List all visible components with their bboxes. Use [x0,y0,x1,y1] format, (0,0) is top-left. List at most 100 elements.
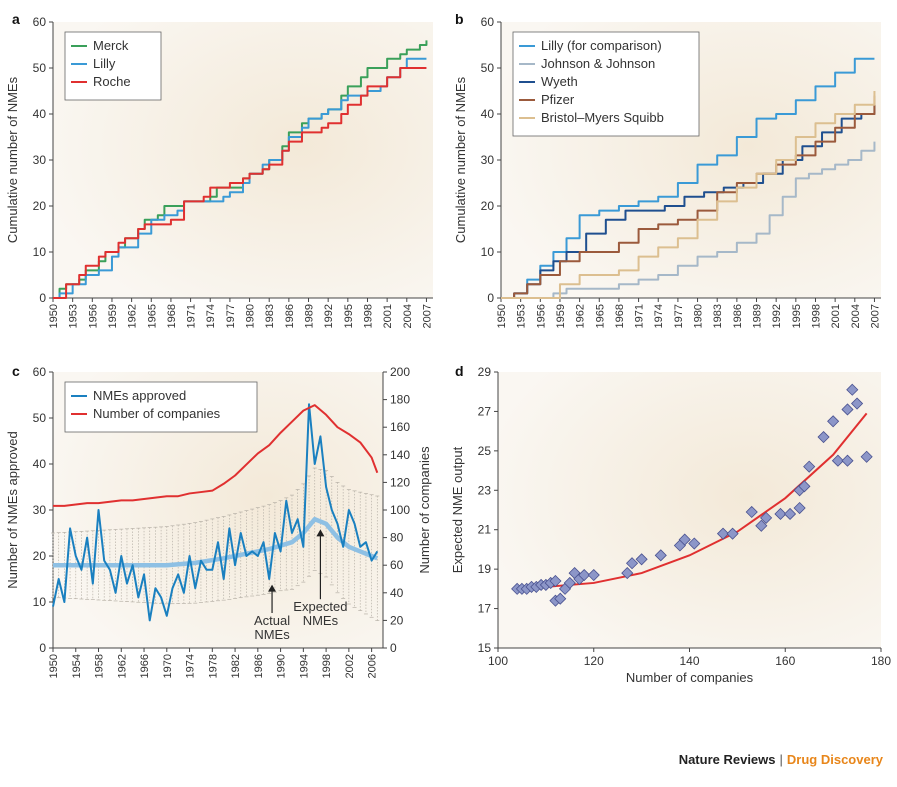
x-tick-label: 1989 [752,304,764,328]
x-tick-label: 1970 [162,654,174,678]
legend-entry: Merck [93,38,129,53]
scatter-point [745,505,758,519]
annotation-label: Expected [293,599,347,614]
scatter-point [716,527,730,540]
series-line-lilly [501,57,875,299]
y-tick-label: 0 [487,291,494,305]
scatter-point [587,568,600,582]
x-tick-label: 1977 [225,304,237,328]
y-tick-label: 50 [33,411,47,425]
y-axis-label: Expected NME output [450,446,465,573]
y-tick-label: 23 [478,483,492,497]
panel-label: b [455,11,464,27]
x-tick-label: 1971 [634,304,646,328]
annotation-label: NMEs [254,627,290,642]
scatter-point [688,537,701,550]
y2-tick-label: 40 [390,586,404,600]
x-tick-label: 1986 [732,304,744,328]
x-tick-label: 1998 [362,304,374,328]
x-tick-label: 1954 [71,654,83,678]
x-tick-label: 1995 [791,304,803,328]
legend-entry: NMEs approved [93,388,186,403]
x-tick-label: 2004 [402,304,414,328]
x-tick-label: 1995 [343,304,355,328]
x-tick-label: 1992 [323,304,335,328]
y2-tick-label: 200 [390,365,410,379]
series-line-nmes [52,403,379,622]
x-tick-label: 1986 [284,304,296,328]
y-tick-label: 19 [478,562,492,576]
scatter-point [841,454,854,467]
x-tick-label: 1978 [207,654,219,678]
y-tick-label: 25 [478,444,492,458]
series-line-roche [53,67,427,299]
x-tick-label: 1992 [771,304,783,328]
scatter-point [827,415,840,428]
x-tick-label: 1968 [614,304,626,328]
scatter-point [563,576,576,590]
x-tick-label: 1962 [116,654,128,678]
scatter-point [755,519,768,532]
y-tick-label: 60 [481,15,495,29]
annotation-arrowhead [268,584,277,592]
panel-c: c 0 10 20 30 40 50 60 1950 1954 1958 1962 1966 1970 19… [5,363,432,678]
x-axis-label: Number of companies [626,670,754,685]
y-tick-label: 10 [33,245,47,259]
x-tick-label: 1994 [298,654,310,678]
panel-label: a [12,11,20,27]
y-tick-label: 30 [33,503,47,517]
x-tick-label: 1959 [107,304,119,328]
panel-label: c [12,363,20,379]
footer-separator: | [779,752,783,767]
x-tick-label: 1980 [693,304,705,328]
x-tick-label: 1986 [253,654,265,678]
legend-box [64,31,162,101]
scatter-point [793,501,806,515]
x-tick-label: 1950 [48,654,60,678]
x-tick-label: 1983 [712,304,724,328]
y-tick-label: 21 [478,523,492,537]
legend-entry: Lilly (for comparison) [541,38,662,53]
annotation-label: Actual [254,613,290,628]
legend-box [64,381,258,433]
y-tick-label: 40 [481,107,495,121]
legend-entry: Johnson & Johnson [541,56,655,71]
journal-name: Drug Discovery [786,752,883,767]
scatter-point [841,403,854,416]
x-tick-label: 1990 [276,654,288,678]
x-tick-label: 2006 [367,654,379,678]
x-tick-label: 1950 [48,304,60,328]
scatter-point [678,533,691,546]
x-tick-label: 1974 [653,304,665,328]
scatter-point [831,454,844,467]
y2-axis-label: Number of companies [417,446,432,574]
x-tick-label: 2004 [850,304,862,328]
scatter-point [798,480,811,493]
y-tick-label: 29 [478,365,492,379]
y2-tick-label: 180 [390,393,410,407]
y2-tick-label: 120 [390,475,410,489]
fit-curve [517,412,868,588]
legend-entry: Number of companies [93,406,221,421]
series-line-pfizer [501,95,876,299]
x-tick-label: 1953 [68,304,80,328]
y2-tick-label: 100 [390,503,410,517]
x-tick-label: 2001 [830,304,842,328]
y-axis-label: Cumulative number of NMEs [5,76,20,243]
y-tick-label: 20 [33,199,47,213]
x-tick-label: 1971 [186,304,198,328]
y2-tick-label: 160 [390,420,410,434]
y-tick-label: 20 [33,549,47,563]
y-tick-label: 60 [33,365,47,379]
scatter-point [774,507,787,521]
y-tick-label: 27 [478,404,492,418]
x-tick-label: 1959 [555,304,567,328]
x-tick-label: 1974 [185,654,197,678]
y-tick-label: 15 [478,641,492,655]
x-tick-label: 1989 [304,304,316,328]
x-tick-label: 1965 [594,304,606,328]
x-tick-label: 2007 [421,304,433,328]
y2-tick-label: 140 [390,448,410,462]
legend-entry: Roche [93,74,131,89]
